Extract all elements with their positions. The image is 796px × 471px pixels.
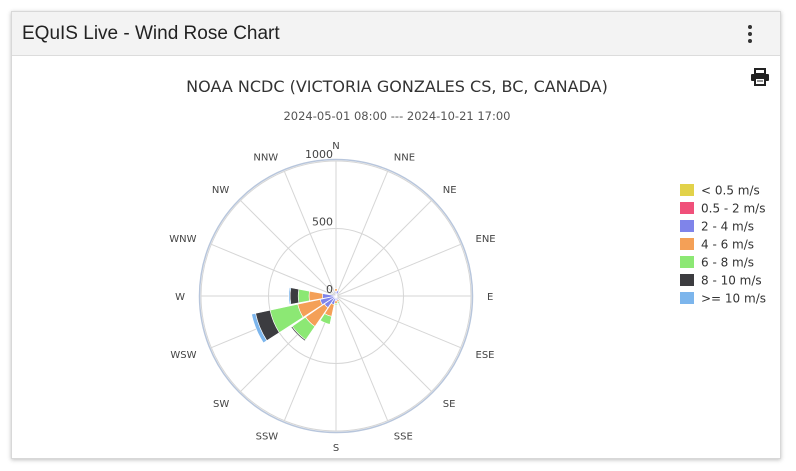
direction-label-ene: ENE [476,234,496,245]
legend-swatch [680,238,694,250]
bar-ssw [319,313,332,325]
more-vertical-icon[interactable] [742,25,758,45]
direction-label-ssw: SSW [256,432,279,443]
direction-label-wsw: WSW [170,350,196,361]
wind-rose-svg: NOAA NCDC (VICTORIA GONZALES CS, BC, CAN… [169,77,766,454]
wind-rose-bars [251,287,341,344]
legend-item-label: < 0.5 m/s [701,184,760,198]
direction-labels: N NNE NE ENE E ESE SE SSE S SSW SW WSW W WNW NW NNW [169,141,495,454]
bar-s [334,302,338,306]
wind-rose-chart: NOAA NCDC (VICTORIA GONZALES CS, BC, CAN… [12,56,782,458]
printer-icon[interactable] [750,68,770,86]
direction-label-ne: NE [443,185,457,196]
direction-label-ese: ESE [476,350,495,361]
grid-circle-1000 [200,160,472,432]
direction-label-se: SE [443,399,456,410]
legend-swatch [680,184,694,196]
direction-label-sw: SW [213,399,229,410]
legend: < 0.5 m/s 0.5 - 2 m/s 2 - 4 m/s 4 - 6 m/s 6 … [680,184,766,306]
radial-tick-0: 0 [326,283,333,296]
direction-label-s: S [333,443,339,454]
direction-label-sse: SSE [394,432,413,443]
legend-swatch [680,274,694,286]
direction-label-nw: NW [212,185,229,196]
polar-grid [198,158,474,434]
direction-label-wnw: WNW [169,234,196,245]
chart-subtitle: 2024-05-01 08:00 --- 2024-10-21 17:00 [283,109,510,123]
chart-card: EQuIS Live - Wind Rose Chart NOAA NCDC (… [11,11,781,459]
bar-w [289,287,300,305]
legend-item-label: 2 - 4 m/s [701,220,754,234]
radial-tick-1000: 1000 [305,148,333,161]
legend-swatch [680,256,694,268]
direction-label-nne: NNE [394,152,415,163]
direction-label-n: N [332,141,339,152]
legend-item-label: 4 - 6 m/s [701,238,754,252]
direction-label-e: E [487,292,493,303]
legend-item-label: 6 - 8 m/s [701,256,754,270]
direction-label-w: W [175,292,185,303]
bar-n [334,288,338,292]
legend-item-label: >= 10 m/s [701,292,766,306]
legend-item-label: 8 - 10 m/s [701,274,762,288]
grid-circle-500 [268,228,404,364]
outer-ring [198,158,474,434]
legend-swatch [680,202,694,214]
bar-wsw [251,312,268,344]
card-title: EQuIS Live - Wind Rose Chart [22,23,280,44]
legend-swatch [680,220,694,232]
bar-w [288,287,292,305]
legend-swatch [680,292,694,304]
chart-title: NOAA NCDC (VICTORIA GONZALES CS, BC, CAN… [186,77,608,96]
direction-label-nnw: NNW [253,152,278,163]
radial-tick-labels: 0 500 1000 [305,148,333,296]
legend-item-label: 0.5 - 2 m/s [701,202,765,216]
card-header: EQuIS Live - Wind Rose Chart [12,12,780,56]
bar-sw [290,325,307,342]
radial-tick-500: 500 [312,216,333,229]
bar-w [297,288,310,304]
